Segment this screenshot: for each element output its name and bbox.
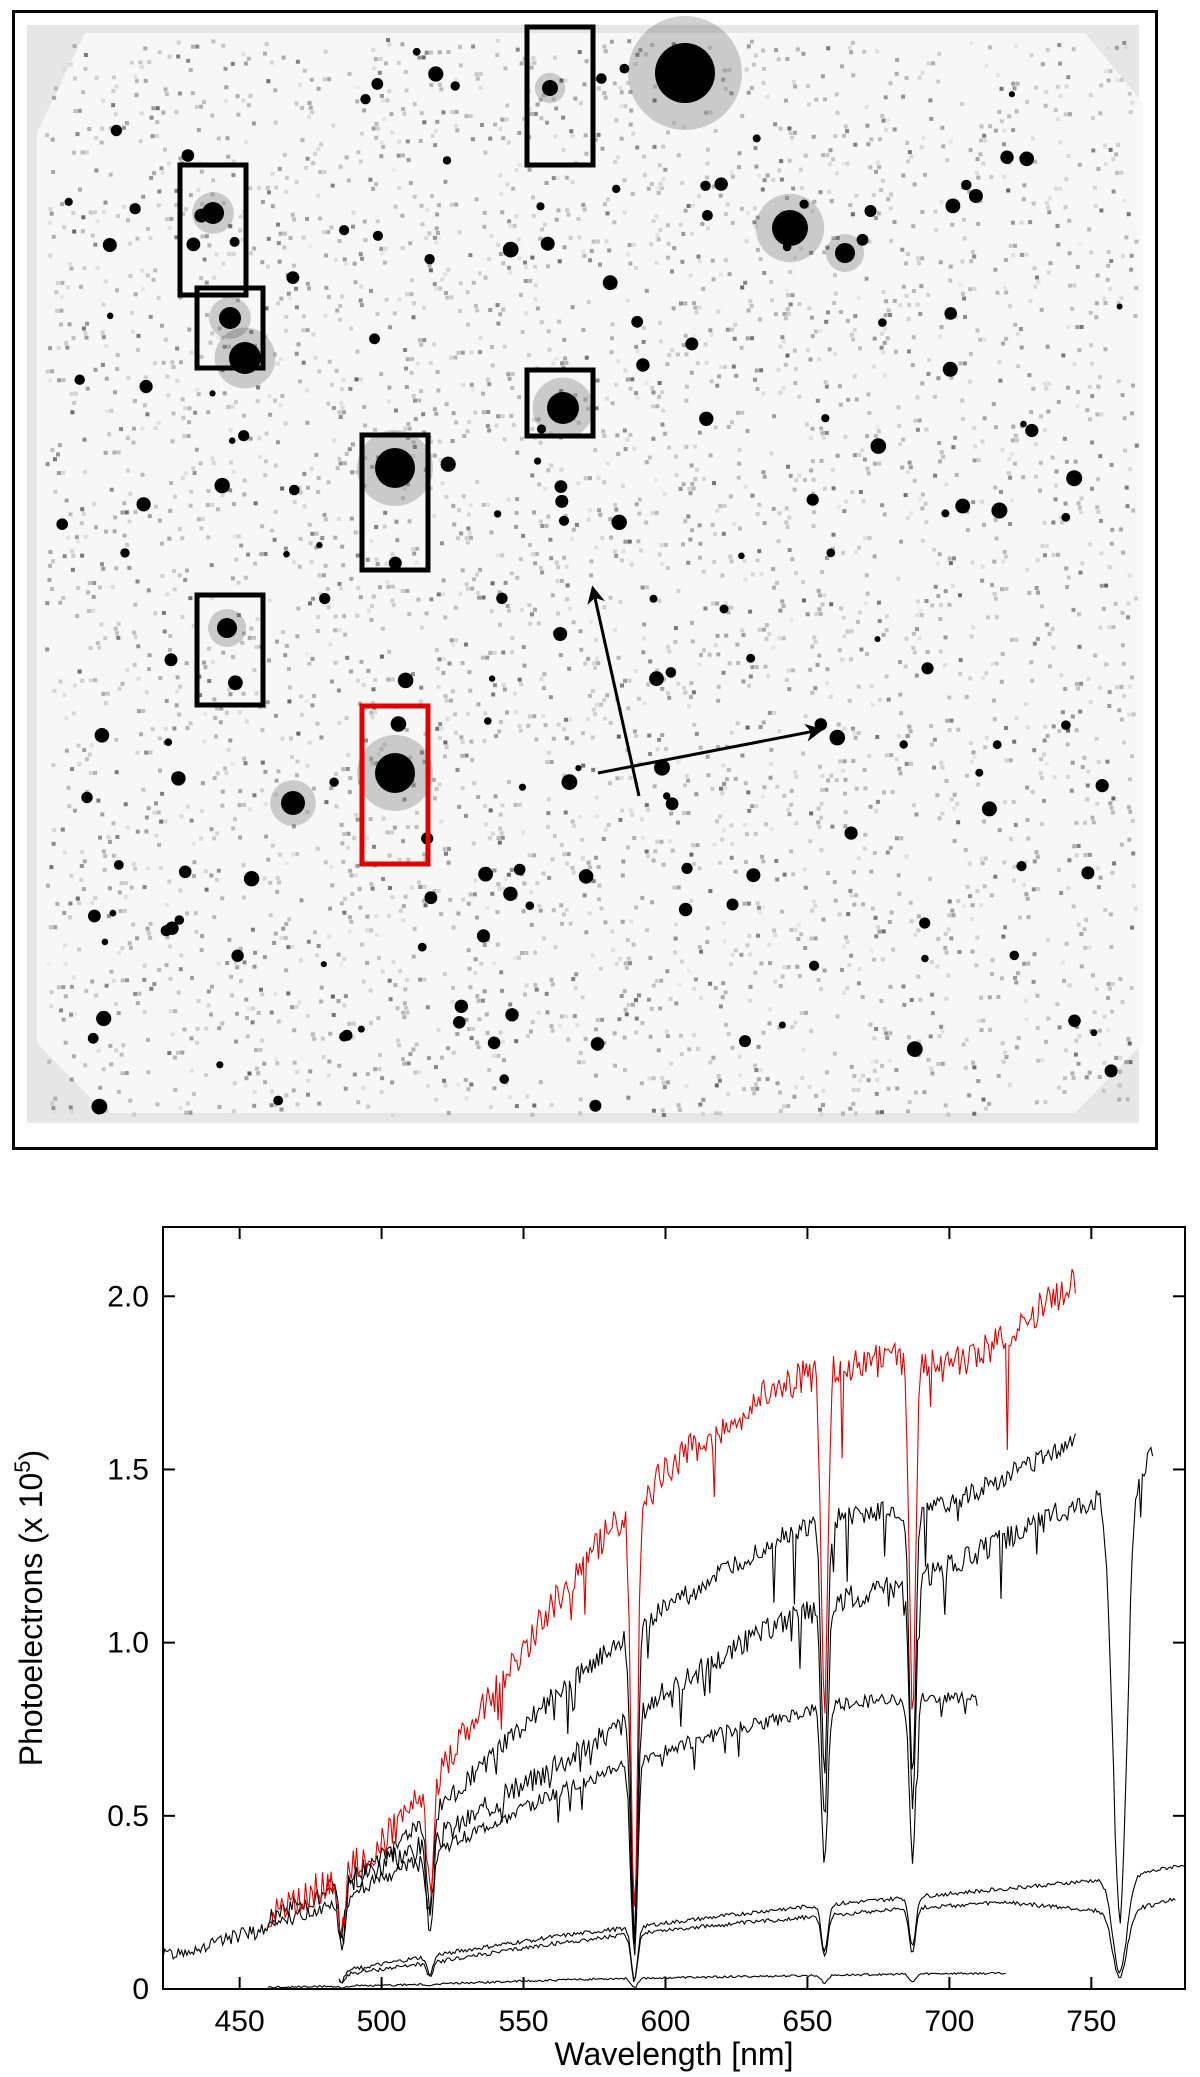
- slit-box: [194, 285, 266, 371]
- y-axis-title-exponent: 5: [10, 1460, 35, 1472]
- spectrum-line: [162, 1690, 978, 1961]
- x-tick-label: 450: [215, 2005, 265, 2038]
- y-tick-label: 1.5: [107, 1453, 149, 1486]
- y-axis-title: Photoelectrons (x 105): [10, 1450, 49, 1766]
- north-arrow: [587, 585, 641, 797]
- star-field: [56, 16, 1123, 1115]
- y-tick-label: 2.0: [107, 1280, 149, 1313]
- slit-box-highlighted: [359, 703, 431, 867]
- spectrum-line: [338, 1897, 1176, 1984]
- slit-box: [177, 162, 249, 298]
- y-axis-title-prefix: Photoelectrons (x 10: [13, 1473, 49, 1767]
- sky-image-panel: [12, 10, 1158, 1150]
- detector-field: [37, 33, 1143, 1113]
- spectrum-line: [267, 1971, 1006, 1989]
- spectrum-line-highlighted: [267, 1269, 1076, 1935]
- y-tick-label: 1.0: [107, 1627, 149, 1660]
- x-axis: 450 500 550 600 650 700 750: [215, 1227, 1116, 2038]
- x-tick-label: 750: [1066, 2005, 1116, 2038]
- east-arrow: [597, 723, 824, 775]
- sky-image: [15, 13, 1155, 1147]
- x-tick-label: 550: [499, 2005, 549, 2038]
- x-tick-label: 700: [924, 2005, 974, 2038]
- x-tick-label: 600: [640, 2005, 690, 2038]
- y-tick-label: 0.5: [107, 1800, 149, 1833]
- spectra-chart: 450 500 550 600 650 700 750 0 0.5 1.0 1.5 2.0 Wave…: [10, 1226, 1186, 2072]
- series-layer: [162, 1269, 1185, 1989]
- x-tick-label: 650: [782, 2005, 832, 2038]
- y-axis: 0 0.5 1.0 1.5 2.0: [107, 1280, 1185, 2006]
- spectrum-line: [324, 1446, 1154, 1945]
- spectrum-line: [338, 1864, 1185, 1984]
- y-axis-title-suffix: ): [13, 1450, 49, 1461]
- slit-boxes: [177, 24, 596, 867]
- slit-box: [524, 24, 596, 168]
- slit-box: [359, 432, 431, 573]
- spectrum-line: [267, 1433, 1076, 1945]
- slit-box: [524, 367, 596, 439]
- y-tick-label: 0: [132, 1973, 149, 2006]
- x-tick-label: 500: [357, 2005, 407, 2038]
- x-axis-title: Wavelength [nm]: [555, 2036, 794, 2072]
- background-noise: [45, 38, 1139, 1117]
- slit-box: [194, 592, 266, 708]
- plot-frame: [162, 1226, 1186, 1990]
